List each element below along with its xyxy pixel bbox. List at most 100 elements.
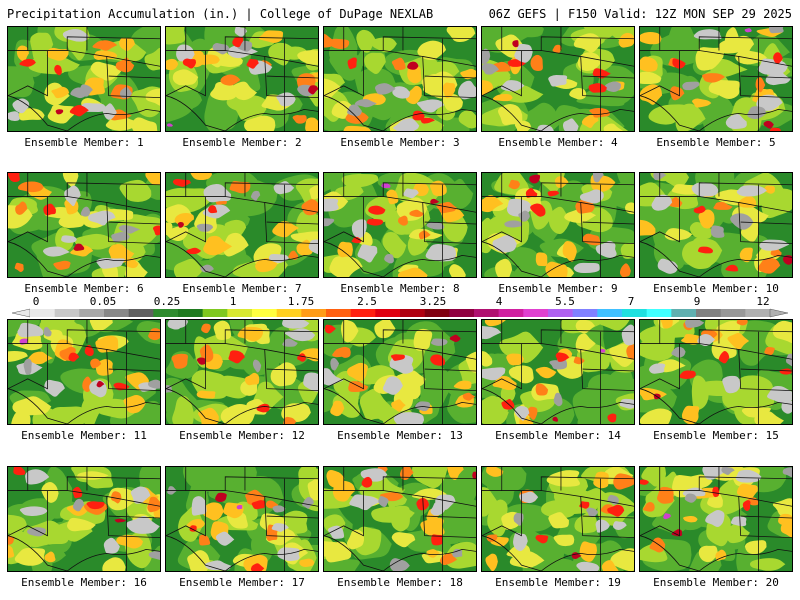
ensemble-map-panel bbox=[481, 172, 635, 278]
precipitation-map bbox=[8, 27, 160, 131]
colorbar-right-arrow bbox=[769, 308, 789, 318]
precipitation-map bbox=[482, 467, 634, 571]
colorbar-swatch bbox=[54, 309, 80, 317]
precipitation-map bbox=[8, 173, 160, 277]
ensemble-map-panel bbox=[165, 466, 319, 572]
precipitation-map bbox=[166, 467, 318, 571]
ensemble-map-panel bbox=[165, 319, 319, 425]
colorbar-swatch bbox=[375, 309, 401, 317]
colorbar-tick-label: 0 bbox=[32, 295, 40, 308]
colorbar-tick-label: 3.25 bbox=[419, 295, 447, 308]
ensemble-member-label: Ensemble Member: 6 bbox=[24, 282, 144, 295]
colorbar-swatch bbox=[449, 309, 475, 317]
ensemble-map-panel bbox=[323, 466, 477, 572]
colorbar-swatch bbox=[498, 309, 524, 317]
ensemble-member-label: Ensemble Member: 19 bbox=[495, 576, 621, 589]
ensemble-member-label: Ensemble Member: 17 bbox=[179, 576, 305, 589]
precipitation-map bbox=[166, 27, 318, 131]
colorbar-swatch bbox=[202, 309, 228, 317]
ensemble-map-panel bbox=[7, 172, 161, 278]
ensemble-map-panel bbox=[639, 26, 793, 132]
ensemble-map-panel bbox=[165, 172, 319, 278]
colorbar-swatch bbox=[597, 309, 623, 317]
precipitation-map bbox=[166, 173, 318, 277]
ensemble-member-label: Ensemble Member: 14 bbox=[495, 429, 621, 442]
colorbar-swatch bbox=[671, 309, 697, 317]
ensemble-map-panel bbox=[639, 466, 793, 572]
colorbar-swatch bbox=[745, 309, 771, 317]
model-valid-time: 06Z GEFS | F150 Valid: 12Z MON SEP 29 20… bbox=[488, 7, 792, 21]
colorbar-tick-label: 1 bbox=[229, 295, 237, 308]
ensemble-member-label: Ensemble Member: 16 bbox=[21, 576, 147, 589]
ensemble-map-panel bbox=[323, 319, 477, 425]
ensemble-member-label: Ensemble Member: 10 bbox=[653, 282, 779, 295]
colorbar-tick-label: 9 bbox=[693, 295, 701, 308]
colorbar-swatch bbox=[30, 309, 55, 317]
ensemble-member-label: Ensemble Member: 2 bbox=[182, 136, 302, 149]
ensemble-map-panel bbox=[639, 172, 793, 278]
ensemble-member-label: Ensemble Member: 1 bbox=[24, 136, 144, 149]
ensemble-member-label: Ensemble Member: 12 bbox=[179, 429, 305, 442]
precipitation-map bbox=[324, 467, 476, 571]
colorbar-tick-label: 2.5 bbox=[357, 295, 377, 308]
colorbar-swatch bbox=[153, 309, 179, 317]
ensemble-member-label: Ensemble Member: 15 bbox=[653, 429, 779, 442]
colorbar-swatch bbox=[276, 309, 302, 317]
precipitation-map bbox=[640, 173, 792, 277]
ensemble-member-label: Ensemble Member: 9 bbox=[498, 282, 618, 295]
ensemble-map-panel bbox=[481, 26, 635, 132]
map-title: Precipitation Accumulation (in.) | Colle… bbox=[7, 7, 434, 21]
colorbar-swatch bbox=[326, 309, 351, 317]
precipitation-colorbar bbox=[11, 308, 789, 318]
colorbar-swatch bbox=[128, 309, 154, 317]
colorbar-swatch bbox=[646, 309, 672, 317]
precipitation-map bbox=[166, 320, 318, 424]
ensemble-member-label: Ensemble Member: 20 bbox=[653, 576, 779, 589]
colorbar-tick-label: 12 bbox=[756, 295, 770, 308]
colorbar-swatch bbox=[400, 309, 425, 317]
colorbar-tick-label: 1.75 bbox=[287, 295, 315, 308]
precipitation-map bbox=[640, 467, 792, 571]
colorbar-tick-label: 0.05 bbox=[89, 295, 117, 308]
colorbar-tick-label: 0.25 bbox=[153, 295, 181, 308]
ensemble-map-panel bbox=[323, 172, 477, 278]
ensemble-map-panel bbox=[7, 26, 161, 132]
ensemble-map-panel bbox=[165, 26, 319, 132]
colorbar-swatch bbox=[696, 309, 721, 317]
colorbar-left-arrow bbox=[11, 308, 31, 318]
ensemble-map-panel bbox=[639, 319, 793, 425]
colorbar-swatch bbox=[572, 309, 598, 317]
ensemble-member-label: Ensemble Member: 7 bbox=[182, 282, 302, 295]
colorbar-tick-label: 7 bbox=[627, 295, 635, 308]
precipitation-map bbox=[8, 467, 160, 571]
ensemble-map-panel bbox=[481, 466, 635, 572]
precipitation-map bbox=[8, 320, 160, 424]
ensemble-member-label: Ensemble Member: 13 bbox=[337, 429, 463, 442]
ensemble-member-label: Ensemble Member: 3 bbox=[340, 136, 460, 149]
colorbar-swatch bbox=[104, 309, 129, 317]
colorbar-swatch bbox=[720, 309, 746, 317]
colorbar-swatch bbox=[424, 309, 450, 317]
colorbar-tick-label: 4 bbox=[495, 295, 503, 308]
colorbar-swatch bbox=[252, 309, 277, 317]
colorbar-swatch bbox=[227, 309, 253, 317]
ensemble-member-label: Ensemble Member: 18 bbox=[337, 576, 463, 589]
precipitation-map bbox=[482, 27, 634, 131]
ensemble-map-panel bbox=[7, 466, 161, 572]
precipitation-map bbox=[640, 27, 792, 131]
ensemble-map-panel bbox=[481, 319, 635, 425]
ensemble-map-panel bbox=[7, 319, 161, 425]
precipitation-map bbox=[324, 320, 476, 424]
precipitation-map bbox=[324, 173, 476, 277]
ensemble-member-label: Ensemble Member: 8 bbox=[340, 282, 460, 295]
colorbar-swatch bbox=[350, 309, 376, 317]
ensemble-member-label: Ensemble Member: 11 bbox=[21, 429, 147, 442]
precipitation-map bbox=[482, 173, 634, 277]
precipitation-map bbox=[640, 320, 792, 424]
precipitation-map bbox=[324, 27, 476, 131]
colorbar-swatch bbox=[523, 309, 549, 317]
ensemble-map-panel bbox=[323, 26, 477, 132]
colorbar-swatch bbox=[622, 309, 647, 317]
precipitation-map bbox=[482, 320, 634, 424]
colorbar-swatch bbox=[474, 309, 499, 317]
